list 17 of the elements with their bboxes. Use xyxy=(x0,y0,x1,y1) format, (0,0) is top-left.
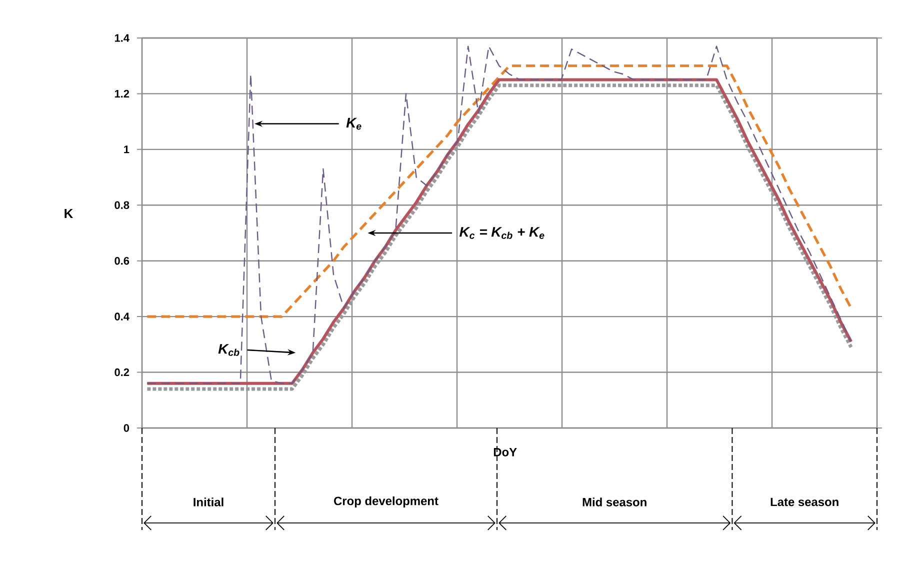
annotation: K$_{c}$ = K$_{cb}$ + K$_{e}$ xyxy=(460,227,544,239)
y-tick-label: 0.4 xyxy=(114,312,130,320)
y-tick-label: 0.8 xyxy=(114,201,130,210)
y-tick-label: 0.6 xyxy=(114,256,130,265)
text: Late season xyxy=(770,498,838,506)
text: Crop development xyxy=(334,496,438,508)
y-tick-label: 0 xyxy=(124,424,130,432)
y-tick-label: 1.2 xyxy=(114,90,130,98)
text: Mid season xyxy=(582,498,646,506)
annotation: K$_{cb}$ xyxy=(218,344,240,356)
text: Initial xyxy=(194,498,224,506)
x-axis-title: DoY xyxy=(494,448,517,456)
y-tick-label: 1 xyxy=(124,146,130,154)
y-tick-label: 1.4 xyxy=(114,34,130,42)
annotation: K$_{e}$ xyxy=(346,118,362,130)
y-axis-title: K xyxy=(64,209,74,218)
y-tick-label: 0.2 xyxy=(114,368,130,376)
